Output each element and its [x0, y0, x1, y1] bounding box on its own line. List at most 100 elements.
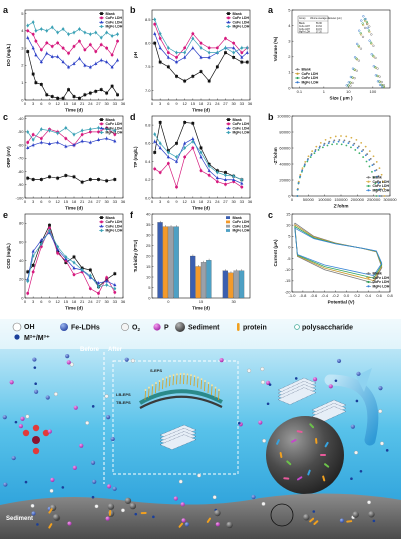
data-point — [183, 50, 187, 55]
legend-swatch — [226, 224, 230, 228]
series-cofe-ldh — [346, 18, 385, 88]
y-tick-label: -5 — [287, 256, 291, 261]
data-point — [67, 88, 70, 92]
x-tick-label: 36 — [121, 101, 126, 106]
data-point — [207, 46, 211, 50]
x-tick-label: 100000 — [318, 197, 332, 202]
data-point — [105, 91, 109, 95]
o2-bubble — [178, 479, 183, 484]
data-point — [383, 195, 386, 197]
data-point — [26, 270, 30, 274]
data-point — [88, 273, 92, 278]
x-tick-label: 0 — [24, 199, 27, 204]
eps-filament — [165, 378, 167, 388]
data-point — [67, 32, 71, 37]
y-tick-label: 3 — [288, 39, 291, 44]
data-point — [56, 176, 60, 180]
data-point — [207, 164, 211, 168]
legend-marker — [99, 20, 104, 24]
x-tick-label: 27 — [96, 199, 101, 204]
data-point — [309, 156, 312, 158]
y-tick-label: 1 — [288, 70, 291, 75]
data-point — [113, 286, 117, 291]
panel-label: f — [130, 210, 134, 220]
y-tick-label: 0.8 — [145, 122, 151, 127]
data-point — [175, 155, 178, 159]
data-point — [199, 169, 203, 173]
data-point — [31, 20, 35, 24]
data-point — [39, 127, 43, 132]
data-point — [31, 46, 35, 50]
fe-ldh-particle — [251, 494, 256, 500]
data-point — [364, 17, 367, 21]
data-point — [355, 138, 358, 141]
data-point — [334, 135, 337, 138]
data-point — [340, 135, 342, 137]
p-particle — [180, 502, 185, 507]
data-point — [329, 136, 332, 139]
phosphate-oxygen-3 — [32, 447, 40, 455]
data-point — [353, 56, 357, 59]
data-point — [88, 65, 92, 69]
data-point — [383, 187, 386, 190]
y-tick-label: -70 — [18, 156, 25, 161]
fe-ldh-particle — [32, 357, 37, 362]
data-point — [113, 272, 117, 276]
bacterium — [324, 441, 329, 448]
data-point — [88, 287, 92, 291]
data-point — [80, 128, 84, 133]
data-point — [78, 39, 81, 43]
data-point — [380, 195, 383, 197]
data-point — [26, 35, 30, 39]
data-point — [39, 238, 43, 242]
data-point — [199, 146, 203, 150]
data-point — [56, 131, 60, 135]
fe-ldh-particle — [350, 424, 355, 429]
series-cofe-ldh — [153, 31, 249, 65]
data-point — [368, 150, 371, 152]
data-point — [64, 137, 68, 140]
data-point — [97, 285, 100, 289]
data-point — [78, 96, 81, 100]
legend-entry: CoFe LDH — [106, 224, 123, 228]
p-particle — [20, 416, 25, 421]
data-point — [105, 30, 109, 35]
y-axis-label: ORP (mV) — [6, 146, 11, 168]
data-point — [296, 195, 299, 197]
data-point — [113, 291, 117, 294]
data-point — [105, 279, 109, 283]
data-point — [31, 72, 35, 76]
data-point — [361, 150, 363, 153]
metal-ion-particle — [294, 377, 298, 380]
data-point — [116, 39, 119, 43]
table-cell: 37.20 — [316, 32, 322, 34]
legend-entry: CoFe LDH — [233, 126, 250, 130]
data-point — [368, 30, 371, 33]
data-point — [347, 142, 350, 145]
data-point — [50, 44, 54, 48]
data-point — [105, 127, 109, 132]
data-point — [378, 195, 381, 197]
ldh-sheet-stacks — [159, 377, 347, 450]
data-point — [224, 182, 227, 186]
metal-ion-particle — [350, 477, 353, 481]
data-point — [232, 46, 236, 50]
x-tick-label: -0.2 — [332, 293, 340, 298]
eps-head — [165, 376, 168, 379]
series-line — [27, 230, 115, 289]
data-point — [183, 55, 187, 59]
data-point — [345, 84, 348, 87]
data-point — [96, 138, 101, 142]
data-point — [353, 142, 356, 145]
protein-strand — [48, 508, 53, 514]
data-point — [299, 173, 302, 176]
panel-label: a — [268, 5, 274, 15]
data-point — [115, 58, 120, 62]
data-point — [224, 46, 227, 50]
x-axis-label: Time (d) — [65, 108, 83, 113]
eps-filament — [211, 386, 213, 396]
data-point — [326, 144, 329, 147]
metal-ion-particle — [237, 421, 241, 425]
y-tick-label: 20 — [19, 277, 24, 282]
